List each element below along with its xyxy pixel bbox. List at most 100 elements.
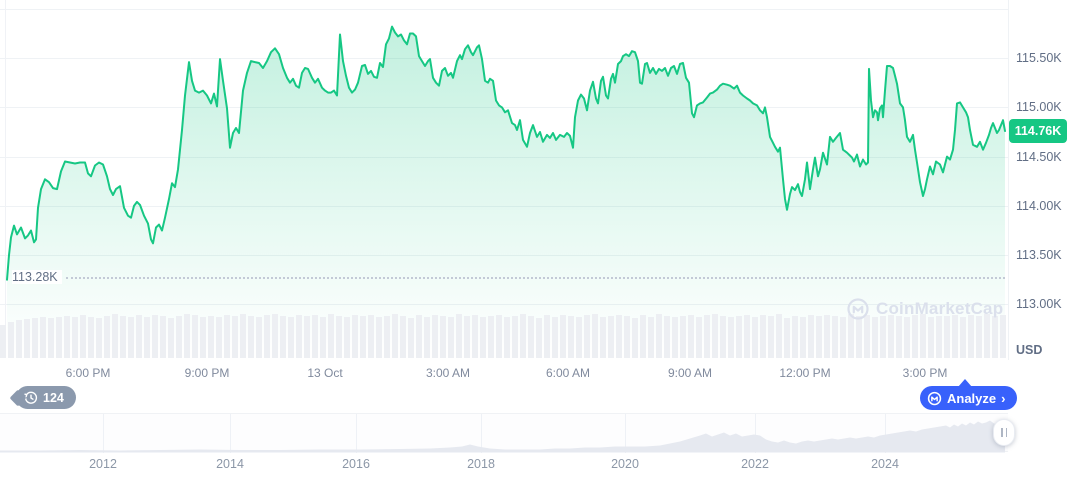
price-axis-tick: 114.00K bbox=[1016, 198, 1062, 213]
volume-bar bbox=[64, 315, 70, 358]
volume-bar bbox=[464, 316, 470, 358]
price-axis-tick: 113.50K bbox=[1016, 248, 1062, 263]
volume-bar bbox=[752, 316, 758, 358]
volume-bar bbox=[984, 314, 990, 358]
volume-bar bbox=[712, 314, 718, 358]
volume-bar bbox=[808, 315, 814, 358]
volume-bar bbox=[72, 317, 78, 358]
volume-bar bbox=[632, 317, 638, 358]
price-line-chart[interactable] bbox=[0, 0, 1008, 360]
year-axis-tick: 2024 bbox=[871, 457, 899, 471]
volume-bar bbox=[368, 314, 374, 358]
minimap-gridline bbox=[885, 414, 886, 453]
volume-bar bbox=[960, 316, 966, 358]
time-axis-tick: 13 Oct bbox=[307, 366, 343, 380]
price-chart-plot-area[interactable]: 113.28K CoinMarketCap 6:00 PM 9:00 PM 13 O… bbox=[0, 0, 1008, 380]
history-clock-icon bbox=[24, 391, 38, 404]
volume-bar bbox=[928, 316, 934, 358]
price-axis-tick: 114.50K bbox=[1016, 149, 1062, 164]
volume-bar bbox=[768, 316, 774, 358]
volume-bar bbox=[512, 316, 518, 358]
volume-bar bbox=[16, 320, 22, 358]
volume-bar bbox=[24, 318, 30, 358]
volume-bars bbox=[0, 312, 1008, 358]
volume-bar bbox=[816, 316, 822, 358]
volume-bar bbox=[912, 315, 918, 358]
gridline bbox=[0, 107, 1008, 109]
volume-bar bbox=[568, 316, 574, 358]
volume-bar bbox=[256, 316, 262, 358]
volume-bar bbox=[880, 315, 886, 358]
price-line bbox=[6, 25, 1006, 281]
volume-bar bbox=[168, 317, 174, 358]
time-axis-tick: 6:00 AM bbox=[545, 366, 591, 380]
volume-bar bbox=[8, 322, 14, 358]
price-axis-tick: 115.50K bbox=[1016, 51, 1062, 66]
volume-bar bbox=[944, 316, 950, 358]
time-axis-tick: 6:00 PM bbox=[65, 366, 111, 380]
volume-bar bbox=[272, 313, 278, 358]
price-area-fill bbox=[7, 26, 1005, 352]
volume-bar bbox=[384, 315, 390, 358]
volume-bar bbox=[296, 314, 302, 358]
volume-bar bbox=[608, 315, 614, 358]
volume-bar bbox=[896, 316, 902, 358]
volume-bar bbox=[288, 316, 294, 358]
volume-bar bbox=[760, 315, 766, 358]
volume-bar bbox=[176, 316, 182, 358]
volume-bar bbox=[208, 315, 214, 358]
volume-bar bbox=[280, 315, 286, 358]
year-axis-tick: 2014 bbox=[216, 457, 244, 471]
volume-bar bbox=[160, 315, 166, 358]
volume-bar bbox=[720, 316, 726, 358]
volume-bar bbox=[592, 314, 598, 358]
volume-bar bbox=[248, 315, 254, 358]
volume-bar bbox=[432, 314, 438, 358]
volume-bar bbox=[424, 316, 430, 358]
gridline bbox=[0, 58, 1008, 60]
volume-bar bbox=[232, 316, 238, 358]
volume-bar bbox=[704, 315, 710, 358]
price-axis-tick: 115.00K bbox=[1016, 100, 1062, 115]
volume-bar bbox=[224, 314, 230, 358]
volume-bar bbox=[192, 315, 198, 358]
volume-bar bbox=[536, 317, 542, 358]
volume-bar bbox=[88, 316, 94, 358]
volume-bar bbox=[40, 316, 46, 358]
time-axis-tick: 9:00 AM bbox=[667, 366, 713, 380]
minimap-area-chart bbox=[0, 420, 1005, 453]
volume-bar bbox=[640, 315, 646, 358]
volume-bar bbox=[824, 314, 830, 358]
volume-bar bbox=[392, 314, 398, 358]
volume-bar bbox=[832, 315, 838, 358]
volume-bar bbox=[504, 317, 510, 358]
watermark: CoinMarketCap bbox=[846, 297, 1003, 321]
volume-bar bbox=[728, 317, 734, 358]
time-axis-tick: 3:00 AM bbox=[425, 366, 471, 380]
analyze-button-label: Analyze bbox=[947, 390, 997, 406]
volume-bar bbox=[416, 315, 422, 358]
volume-bar bbox=[400, 316, 406, 358]
volume-bar bbox=[840, 317, 846, 358]
chevron-right-icon: › bbox=[1001, 390, 1006, 406]
volume-bar bbox=[888, 314, 894, 358]
current-price-badge: 114.76K bbox=[1009, 119, 1067, 143]
volume-bar bbox=[688, 314, 694, 358]
watermark-text: CoinMarketCap bbox=[876, 299, 1004, 318]
minimap-area-fill bbox=[0, 420, 1005, 453]
volume-bar bbox=[936, 315, 942, 358]
volume-bar bbox=[656, 314, 662, 358]
analyze-tooltip-arrow bbox=[958, 379, 972, 387]
history-count-value: 124 bbox=[43, 390, 64, 405]
date-range-minimap[interactable] bbox=[0, 413, 1008, 453]
time-axis-tick: 9:00 PM bbox=[184, 366, 230, 380]
minimap-gridline bbox=[356, 414, 357, 453]
range-selector-handle[interactable] bbox=[993, 419, 1015, 446]
analyze-button[interactable]: Analyze › bbox=[920, 386, 1018, 410]
volume-bar bbox=[584, 315, 590, 358]
history-count-badge[interactable]: 124 bbox=[16, 386, 76, 409]
volume-bar bbox=[184, 314, 190, 358]
volume-bar bbox=[104, 315, 110, 358]
volume-bar bbox=[672, 317, 678, 358]
coinmarketcap-logo-icon bbox=[927, 391, 942, 405]
